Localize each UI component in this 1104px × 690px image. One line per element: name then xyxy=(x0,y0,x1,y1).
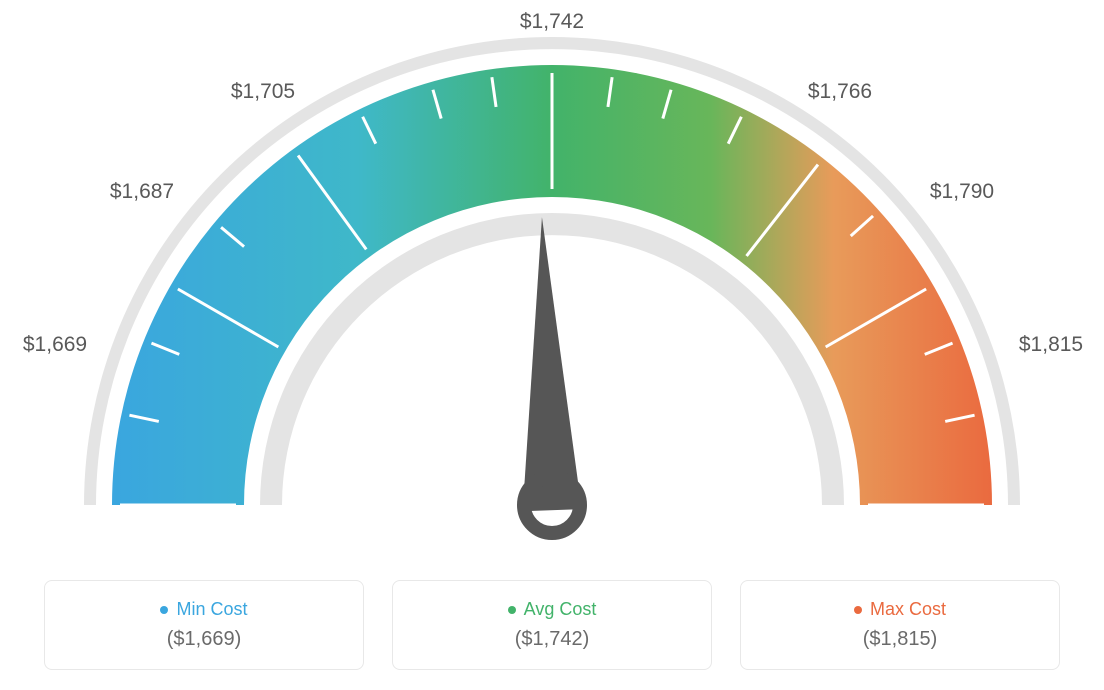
gauge-tick-label: $1,790 xyxy=(930,180,994,204)
legend-value-min: ($1,669) xyxy=(167,628,242,651)
gauge-tick-label: $1,742 xyxy=(520,10,584,34)
gauge-chart: $1,669 $1,687 $1,705 $1,742 $1,766 $1,790 $1,8… xyxy=(0,0,1104,560)
legend-dot-max xyxy=(854,606,862,614)
legend-card-max: Max Cost ($1,815) xyxy=(740,580,1060,670)
gauge-svg xyxy=(0,0,1104,560)
gauge-tick-label: $1,705 xyxy=(231,80,295,104)
legend-card-min: Min Cost ($1,669) xyxy=(44,580,364,670)
legend-value-avg: ($1,742) xyxy=(515,628,590,651)
gauge-tick-label: $1,815 xyxy=(1019,333,1083,357)
legend-dot-min xyxy=(160,606,168,614)
gauge-tick-label: $1,669 xyxy=(23,333,87,357)
legend-label-min: Min Cost xyxy=(176,599,247,620)
gauge-tick-label: $1,766 xyxy=(808,80,872,104)
legend-row: Min Cost ($1,669) Avg Cost ($1,742) Max … xyxy=(0,580,1104,670)
legend-card-avg: Avg Cost ($1,742) xyxy=(392,580,712,670)
legend-value-max: ($1,815) xyxy=(863,628,938,651)
gauge-tick-label: $1,687 xyxy=(110,180,174,204)
legend-label-max: Max Cost xyxy=(870,599,946,620)
legend-dot-avg xyxy=(508,606,516,614)
legend-label-avg: Avg Cost xyxy=(524,599,597,620)
